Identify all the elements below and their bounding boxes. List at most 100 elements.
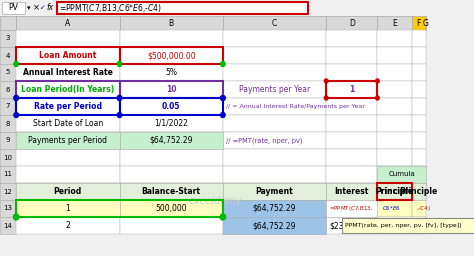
Bar [119, 149, 223, 166]
Bar [326, 200, 377, 217]
Bar [326, 81, 377, 98]
Text: Loan Amount: Loan Amount [39, 51, 97, 60]
Text: 1/1/2022: 1/1/2022 [154, 119, 188, 128]
Bar [16, 183, 119, 200]
Text: 3: 3 [6, 36, 10, 41]
Bar [0, 217, 16, 234]
Bar [223, 16, 326, 30]
Bar [377, 166, 426, 183]
Bar [326, 183, 377, 200]
Bar [223, 217, 326, 234]
Bar [411, 217, 426, 234]
Bar [411, 132, 426, 149]
Bar [0, 0, 426, 16]
Text: 11: 11 [4, 172, 13, 177]
Bar [119, 64, 223, 81]
Bar [16, 64, 119, 81]
Bar [326, 166, 377, 183]
Text: 5: 5 [6, 69, 10, 76]
Bar [16, 16, 119, 30]
Bar [0, 47, 16, 64]
Text: Principle: Principle [375, 187, 414, 196]
Text: F: F [417, 18, 421, 27]
Bar [119, 81, 223, 98]
Bar [326, 64, 377, 81]
Bar [223, 115, 326, 132]
Bar [0, 81, 16, 98]
Text: G: G [423, 18, 429, 27]
Circle shape [117, 112, 122, 118]
Text: exceldemy: exceldemy [189, 197, 242, 207]
Bar [377, 149, 411, 166]
Bar [377, 98, 411, 115]
Bar [326, 149, 377, 166]
Bar [377, 217, 411, 234]
Text: 10: 10 [166, 85, 176, 94]
Bar [223, 30, 326, 47]
Bar [223, 183, 326, 200]
Bar [411, 115, 426, 132]
Bar [16, 149, 119, 166]
Bar [411, 47, 426, 64]
Bar [411, 81, 426, 98]
Text: 13: 13 [4, 206, 13, 211]
Text: Principle: Principle [375, 187, 414, 196]
Bar [16, 81, 119, 98]
Text: 5%: 5% [165, 68, 177, 77]
Text: 2: 2 [65, 221, 70, 230]
Bar [326, 16, 377, 30]
Text: // =PMT(rate, nper, pv): // =PMT(rate, nper, pv) [227, 137, 303, 144]
Bar [223, 98, 326, 115]
Circle shape [14, 61, 18, 67]
Bar [16, 47, 119, 64]
Circle shape [14, 112, 18, 118]
Circle shape [324, 79, 328, 83]
Bar [377, 166, 411, 183]
Bar [16, 200, 119, 217]
Circle shape [220, 214, 226, 220]
Text: Annual Interest Rate: Annual Interest Rate [23, 68, 113, 77]
Bar [119, 132, 223, 149]
Text: 1: 1 [349, 85, 355, 94]
Text: 8: 8 [6, 121, 10, 126]
Bar [411, 183, 426, 200]
Circle shape [14, 95, 18, 101]
Text: Balance-Start: Balance-Start [142, 187, 201, 196]
Bar [16, 200, 119, 217]
Text: ×: × [32, 4, 39, 13]
Text: ,-$C$4): ,-$C$4) [416, 204, 431, 213]
Bar [377, 30, 411, 47]
Bar [16, 217, 119, 234]
Circle shape [117, 61, 122, 67]
Text: $500,000.00: $500,000.00 [147, 51, 195, 60]
Text: fx: fx [47, 4, 54, 13]
Text: 4: 4 [6, 52, 10, 59]
Bar [119, 132, 223, 149]
Bar [16, 183, 119, 200]
Text: PV: PV [9, 4, 18, 13]
Bar [119, 217, 223, 234]
Circle shape [375, 79, 379, 83]
Bar [119, 16, 223, 30]
Bar [223, 217, 326, 234]
Bar [411, 30, 426, 47]
Text: ▾: ▾ [27, 5, 30, 11]
Bar [0, 98, 16, 115]
Circle shape [220, 112, 225, 118]
Bar [16, 166, 119, 183]
Bar [16, 132, 119, 149]
Text: 12: 12 [4, 188, 12, 195]
Bar [119, 98, 223, 115]
Bar [0, 166, 16, 183]
Text: Payments per Year: Payments per Year [239, 85, 310, 94]
Bar [411, 200, 426, 217]
Bar [119, 183, 223, 200]
Text: // = Annual Interest Rate/Payments per Year: // = Annual Interest Rate/Payments per Y… [227, 104, 365, 109]
Bar [119, 166, 223, 183]
Bar [119, 200, 223, 217]
Bar [342, 218, 474, 233]
Bar [223, 47, 326, 64]
Bar [0, 30, 16, 47]
Bar [2, 2, 25, 14]
Bar [119, 47, 223, 64]
